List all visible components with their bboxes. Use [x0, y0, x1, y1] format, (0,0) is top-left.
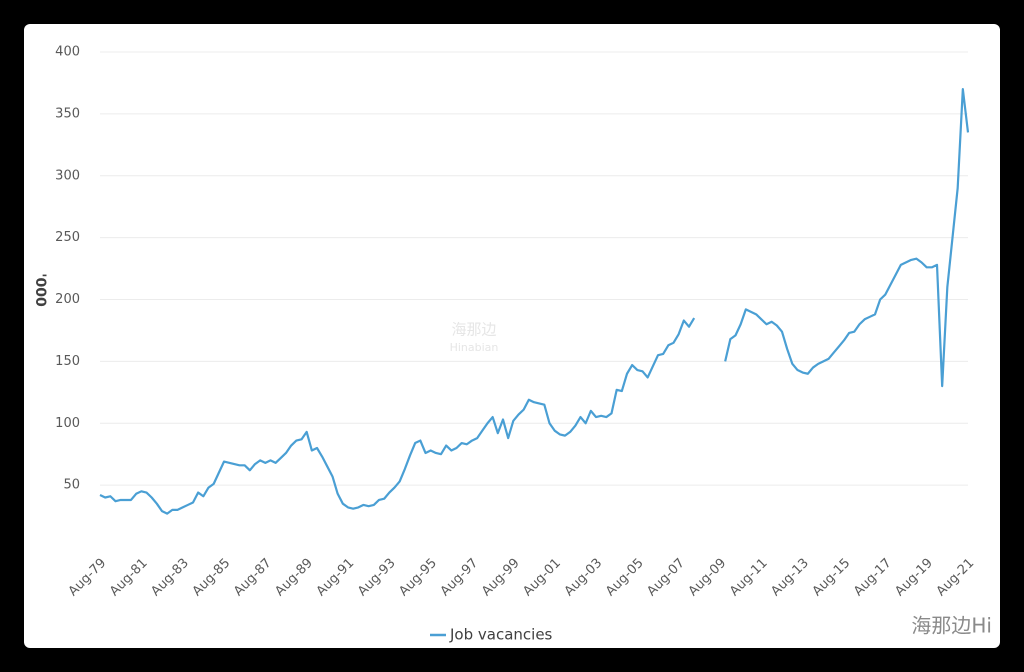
y-tick-label: 350: [55, 106, 80, 121]
legend-label: Job vacancies: [449, 626, 553, 644]
y-tick-label: 400: [55, 45, 80, 60]
y-axis-label: '000: [32, 273, 48, 307]
watermark: 海那边Hi: [911, 614, 992, 638]
data-line: [99, 88, 970, 515]
y-tick-label: 100: [55, 416, 80, 431]
watermark: Hinabian: [450, 341, 499, 354]
y-tick-label: 150: [55, 354, 80, 369]
chart-card: [24, 24, 1000, 648]
watermark: 海那边: [451, 321, 496, 339]
y-tick-label: 50: [63, 478, 80, 493]
y-tick-label: 300: [55, 168, 80, 183]
y-tick-label: 200: [55, 292, 80, 307]
y-tick-label: 250: [55, 230, 80, 245]
